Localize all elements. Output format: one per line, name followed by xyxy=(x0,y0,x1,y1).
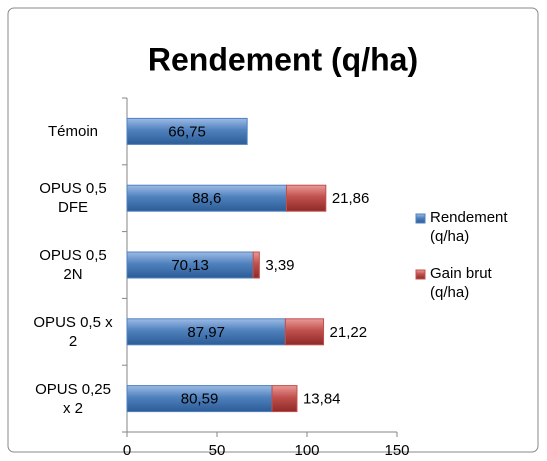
y-tick-label: OPUS 0,5 2N xyxy=(39,247,107,283)
bar-segment xyxy=(126,385,273,413)
y-tick-label: Témoin xyxy=(47,122,99,140)
x-tick-label: 50 xyxy=(209,442,226,459)
data-label: 21,22 xyxy=(330,324,368,341)
x-tick-label: 0 xyxy=(123,442,131,459)
data-label: 87,97 xyxy=(187,324,225,341)
bar-segment xyxy=(252,251,260,279)
bar-segment xyxy=(271,385,298,413)
bar-segment xyxy=(285,184,327,212)
y-tick-label: OPUS 0,5 DFE xyxy=(39,180,107,217)
data-label: 70,13 xyxy=(171,257,209,274)
legend-swatch xyxy=(415,269,426,280)
bar-segment xyxy=(284,318,325,346)
legend-label: Rendement (q/ha) xyxy=(430,209,508,245)
legend-label: Gain brut (q/ha) xyxy=(430,265,492,301)
y-tick-label: OPUS 0,25 x 2 xyxy=(35,380,111,417)
data-label: 88,6 xyxy=(192,190,221,207)
data-label: 21,86 xyxy=(332,190,370,207)
bar-segment xyxy=(126,117,248,145)
legend-swatch xyxy=(415,213,426,224)
bar-segment xyxy=(126,318,286,346)
data-label: 80,59 xyxy=(181,391,219,408)
x-tick-label: 100 xyxy=(294,442,319,459)
data-label: 66,75 xyxy=(168,123,206,140)
bar-segment xyxy=(126,184,287,212)
y-tick-label: OPUS 0,5 x 2 xyxy=(33,313,113,350)
data-label: 3,39 xyxy=(265,257,294,274)
data-label: 13,84 xyxy=(303,391,341,408)
chart-title: Rendement (q/ha) xyxy=(148,41,418,77)
x-tick-label: 150 xyxy=(384,442,409,459)
